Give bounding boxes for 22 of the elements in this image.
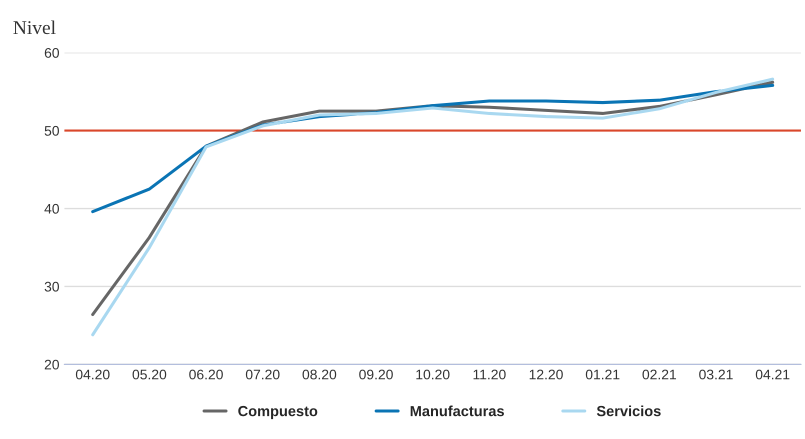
x-tick-label: 04.21 — [756, 370, 790, 380]
x-tick-label: 08.20 — [302, 370, 336, 380]
y-axis-title: Nivel — [13, 20, 56, 34]
x-tick-label: 10.20 — [416, 370, 450, 380]
y-tick-label: 40 — [44, 204, 59, 214]
x-tick-label: 12.20 — [530, 370, 563, 380]
x-tick-label: 07.20 — [246, 370, 280, 380]
legend-label: Manufacturas — [410, 406, 504, 416]
x-tick-label: 01.21 — [586, 370, 620, 380]
x-tick-label: 03.21 — [699, 370, 733, 380]
legend-label: Compuesto — [238, 406, 318, 420]
x-tick-label: 09.20 — [359, 370, 393, 380]
x-tick-label: 05.20 — [132, 370, 166, 380]
y-tick-label: 60 — [44, 48, 59, 58]
x-tick-label: 02.21 — [642, 370, 676, 380]
x-tick-label: 11.20 — [474, 370, 506, 380]
y-tick-label: 30 — [44, 282, 59, 292]
y-tick-label: 20 — [44, 360, 59, 370]
x-tick-label: 06.20 — [189, 370, 223, 380]
legend-label: Servicios — [596, 406, 661, 416]
x-tick-label: 04.20 — [76, 370, 110, 380]
y-tick-label: 50 — [44, 126, 59, 136]
